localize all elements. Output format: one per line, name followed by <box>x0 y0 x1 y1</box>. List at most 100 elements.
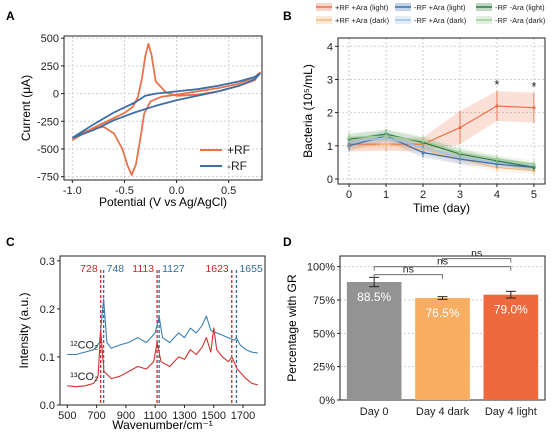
error-band <box>349 91 534 151</box>
panel-c-raman-chart: 728 748 1113 1127 1623 1655 ¹²CO₂ ¹³CO₂ 500 700 9… <box>17 255 266 432</box>
x-tick-label: 4 <box>494 189 500 201</box>
panel-letter-b: B <box>283 9 292 23</box>
x-tick-label: -1.0 <box>63 185 82 197</box>
y-tick-label: -500 <box>37 144 59 156</box>
x-tick-label: 1700 <box>231 410 255 422</box>
panel-a-cv-chart: -1.0 -0.5 0.0 0.5 -750 -500 -250 0 250 500 Poten… <box>19 33 263 209</box>
y-tick-label: 0 <box>53 89 59 101</box>
x-tick-label: 700 <box>87 410 105 422</box>
bar-value-label: 76.5% <box>425 306 459 320</box>
x-tick-label: 1100 <box>143 410 167 422</box>
reference-line-label: 1623 <box>205 263 229 275</box>
series-line <box>348 135 534 168</box>
panel-d-y-axis-label: Percentage with GR <box>285 274 299 382</box>
panel-a-marks <box>71 42 261 176</box>
bar <box>415 298 470 400</box>
bar-value-label: 88.5% <box>357 290 391 304</box>
comparison-label: ns <box>403 264 414 276</box>
x-tick-label: -0.5 <box>115 185 134 197</box>
bar <box>483 294 539 400</box>
panel-b-legend: +RF +Ara (light) +RF +Ara (dark) -RF +Ara … <box>316 3 546 25</box>
reference-line-label: 1113 <box>132 263 154 275</box>
x-tick-label: Day 4 dark <box>416 406 470 418</box>
y-tick-label: 50% <box>313 328 335 340</box>
cv-trace-minus-rf <box>71 72 261 139</box>
series-line <box>349 136 534 167</box>
x-tick-label: 1500 <box>202 410 226 422</box>
series-label: ¹³CO₂ <box>70 371 98 383</box>
y-tick-label: 2 <box>327 108 333 120</box>
panel-b-y-ticks: 0 1 2 3 4 <box>327 41 338 186</box>
x-tick-label: 500 <box>58 410 76 422</box>
panel-c-frame <box>59 255 266 406</box>
series-line <box>349 133 535 168</box>
y-tick-label: 0.3 <box>40 256 55 268</box>
data-point <box>347 135 351 140</box>
bar-value-label: 79.0% <box>494 303 528 317</box>
y-tick-label: 75% <box>313 295 335 307</box>
comparison-bracket <box>442 258 512 263</box>
panel-b-marks: * * <box>347 77 536 175</box>
x-tick-label: 0.0 <box>169 185 184 197</box>
legend-label: +RF +Ara (dark) <box>335 16 390 25</box>
error-band <box>349 132 534 170</box>
legend-label: -RF +Ara (light) <box>414 3 466 12</box>
reference-line-label: 1655 <box>239 263 263 275</box>
y-tick-label: 4 <box>327 41 333 53</box>
legend-label: -RF -Ara (dark) <box>495 16 546 25</box>
panel-a-grid <box>64 36 262 180</box>
panel-a-legend: +RF -RF <box>200 143 250 173</box>
panel-letter-a: A <box>6 9 15 23</box>
x-tick-label: 1 <box>383 189 389 201</box>
legend-label: -RF -Ara (light) <box>495 3 545 12</box>
panel-c-y-ticks: 0.0 0.1 0.2 0.3 <box>40 256 60 412</box>
x-tick-label: Day 0 <box>360 406 389 418</box>
panel-a-y-axis-label: Current (μA) <box>19 75 33 141</box>
data-point <box>458 150 462 155</box>
panel-c-x-axis-label: Wavenumber/cm⁻¹ <box>112 418 213 432</box>
panel-c-marks: 728 748 1113 1127 1623 1655 ¹²CO₂ ¹³CO₂ <box>67 263 263 405</box>
significance-star: * <box>494 77 499 92</box>
data-point <box>532 162 536 166</box>
reference-line-label: 748 <box>107 263 125 275</box>
legend-label: -RF <box>227 159 247 173</box>
panel-a-y-ticks: -750 -500 -250 0 250 500 <box>37 33 64 184</box>
significance-star: * <box>531 79 536 94</box>
x-tick-label: 3 <box>457 189 463 201</box>
data-point <box>458 125 462 130</box>
legend-label: +RF +Ara (light) <box>335 3 389 12</box>
data-point <box>495 104 499 108</box>
y-tick-label: -250 <box>37 116 59 128</box>
panel-b-y-axis-label: Bacteria (10⁵/mL) <box>301 64 315 158</box>
legend-label: +RF <box>227 143 250 157</box>
panel-b-x-ticks: 0 1 2 3 4 5 <box>346 184 537 201</box>
x-tick-label: 5 <box>531 189 537 201</box>
comparison-bracket <box>373 274 443 279</box>
y-tick-label: 500 <box>41 33 59 45</box>
y-tick-label: 0% <box>319 395 335 407</box>
panel-b-x-axis-label: Time (day) <box>413 201 470 215</box>
reference-line-label: 1127 <box>162 263 185 275</box>
data-point <box>532 106 536 110</box>
panel-letter-c: C <box>6 235 15 249</box>
panel-b-frame <box>337 37 546 185</box>
y-tick-label: 0 <box>327 174 333 186</box>
spectrum-13co2 <box>67 327 258 388</box>
series-line <box>349 135 534 165</box>
panel-c-x-ticks: 500 700 900 1100 1300 1500 1700 <box>58 405 255 422</box>
y-tick-label: -750 <box>37 172 59 184</box>
x-tick-label: 1300 <box>172 410 196 422</box>
data-point <box>384 142 388 146</box>
x-tick-label: Day 4 light <box>485 406 537 418</box>
y-tick-label: 0.1 <box>40 352 55 364</box>
panel-a-x-axis-label: Potential (V vs Ag/AgCl) <box>99 195 227 209</box>
x-tick-label: 900 <box>117 410 135 422</box>
y-tick-label: 0.2 <box>40 304 55 316</box>
spectrum-12co2 <box>67 298 258 356</box>
y-tick-label: 1 <box>327 141 333 153</box>
y-tick-label: 3 <box>327 74 333 86</box>
